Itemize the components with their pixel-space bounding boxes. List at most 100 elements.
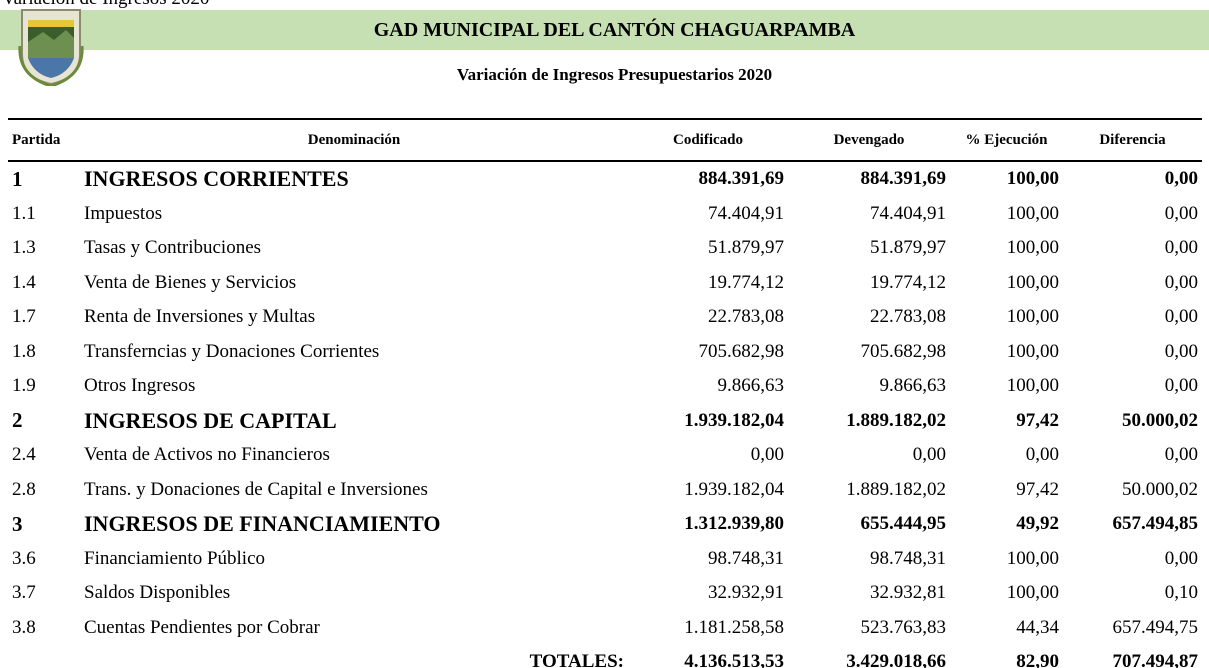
table-row: 1.3 Tasas y Contribuciones 51.879,97 51.879… [8,231,1202,266]
subtitle: Variación de Ingresos Presupuestarios 20… [456,65,773,84]
table-cell: Renta de Inversiones y Multas [84,306,316,328]
table-cell: 1.4 [12,271,36,293]
table-cell: 1.312.939,80 [684,513,784,535]
table-body: 1 INGRESOS CORRIENTES 884.391,69 884.391,69… [8,161,1202,668]
table-cell: Tasas y Contribuciones [84,237,262,259]
table-cell: Financiamiento Público [84,547,266,569]
totals-row: TOTALES: 4.136.513,53 3.429.018,66 82,90 707… [8,645,1202,668]
totals-cell: 82,90 [1016,651,1059,668]
table-cell: 100,00 [1006,306,1059,328]
table-cell: 1.7 [12,306,36,328]
table-row: 3.8 Cuentas Pendientes por Cobrar 1.181.25… [8,611,1202,646]
table-cell: 1.889.182,02 [846,409,946,431]
totals-cell: 4.136.513,53 [684,651,784,668]
table-cell: 0,00 [912,444,946,466]
table-cell: 1.3 [12,237,36,259]
table-cell: 100,00 [1006,202,1059,224]
table-row: 3 INGRESOS DE FINANCIAMIENTO 1.312.939,80 6… [8,507,1202,542]
table-cell: 98.748,31 [870,547,946,569]
table-cell: 1 [12,166,23,191]
table-cell: Venta de Activos no Financieros [84,444,330,466]
title: GAD MUNICIPAL DEL CANTÓN CHAGUARPAMBA [373,19,856,41]
table-cell: 705.682,98 [860,340,947,362]
table-cell: 50.000,02 [1122,478,1198,500]
totals-cell: TOTALES: [529,651,624,668]
totals-cell: 3.429.018,66 [846,651,946,668]
table-cell: 884.391,69 [698,168,785,190]
column-header: Devengado [788,118,950,162]
table-cell: 97,42 [1016,409,1059,431]
table-cell: 22.783,08 [708,306,784,328]
table-cell: Otros Ingresos [84,375,196,397]
table-cell: 0,00 [1164,375,1198,397]
table-cell: 0,00 [1164,340,1198,362]
table-cell: 100,00 [1006,271,1059,293]
table-cell: 32.932,91 [708,582,784,604]
table-cell: 100,00 [1006,375,1059,397]
table-cell: 1.9 [12,375,36,397]
table-cell: 3.8 [12,616,36,638]
table-cell: 3 [12,511,23,536]
table-cell: 97,42 [1016,478,1059,500]
table-cell: Venta de Bienes y Servicios [84,271,297,293]
table-cell: Cuentas Pendientes por Cobrar [84,616,320,638]
table-cell: 1.939.182,04 [684,409,784,431]
table-cell: 100,00 [1006,168,1059,190]
table-cell: 100,00 [1006,582,1059,604]
table-cell: 19.774,12 [870,271,946,293]
table-cell: 19.774,12 [708,271,784,293]
table-row: 2 INGRESOS DE CAPITAL 1.939.182,04 1.889.18… [8,404,1202,439]
table-cell: 2 [12,408,23,433]
table-cell: 100,00 [1006,547,1059,569]
table-cell: 9.866,63 [879,375,947,397]
table-cell: 22.783,08 [870,306,946,328]
table-cell: INGRESOS DE FINANCIAMIENTO [84,511,441,537]
table-cell: 3.7 [12,582,36,604]
table-cell: 2.4 [12,444,36,466]
table-row: 1.9 Otros Ingresos 9.866,63 9.866,63 100,00 0… [8,369,1202,404]
table-cell: Trans. y Donaciones de Capital e Inversi… [84,478,428,500]
table-row: 1.8 Transferncias y Donaciones Corrientes… [8,335,1202,370]
table-cell: INGRESOS CORRIENTES [84,166,349,192]
table-cell: 74.404,91 [870,202,946,224]
table-row: 3.7 Saldos Disponibles 32.932,91 32.932,81 1… [8,576,1202,611]
table-cell: 0,00 [1164,547,1198,569]
table-cell: 0,10 [1164,582,1198,604]
column-header: Codificado [628,118,788,162]
column-header: % Ejecución [950,118,1063,162]
table-cell: 50.000,02 [1122,409,1198,431]
table-cell: 657.494,85 [1112,513,1199,535]
table-cell: 657.494,75 [1112,616,1199,638]
table-row: 1.1 Impuestos 74.404,91 74.404,91 100,00 0,00 [8,197,1202,232]
table-cell: 44,34 [1016,616,1059,638]
table-row: 1.7 Renta de Inversiones y Multas 22.783,0… [8,300,1202,335]
table-cell: 0,00 [1164,271,1198,293]
table-row: 1 INGRESOS CORRIENTES 884.391,69 884.391,69… [8,161,1202,197]
table-cell: 0,00 [1025,444,1059,466]
totals-cell: 707.494,87 [1112,651,1199,668]
table-cell: 655.444,95 [860,513,947,535]
table-cell: 100,00 [1006,237,1059,259]
table-cell: 0,00 [1164,168,1198,190]
table-cell: 0,00 [750,444,784,466]
table-row: 2.4 Venta de Activos no Financieros 0,00 0,… [8,438,1202,473]
table-cell: 523.763,83 [860,616,947,638]
table-cell: 705.682,98 [698,340,785,362]
table-cell: 884.391,69 [860,168,947,190]
table-cell: 0,00 [1164,306,1198,328]
header-row: Partida Denominación Codificado Devengado% … [8,118,1202,162]
header-band [0,10,1209,50]
table-cell: 0,00 [1164,202,1198,224]
table-row: 3.6 Financiamiento Público 98.748,31 98.748… [8,542,1202,577]
table-cell: 2.8 [12,478,36,500]
table-cell: 1.8 [12,340,36,362]
table-cell: INGRESOS DE CAPITAL [84,407,337,433]
table-cell: 49,92 [1016,513,1059,535]
table-cell: 51.879,97 [708,237,784,259]
table-cell: Saldos Disponibles [84,582,231,604]
table-cell: 1.889.182,02 [846,478,946,500]
column-header: Denominación [80,118,628,162]
income-table: Partida Denominación Codificado Devengado% … [8,118,1202,668]
table-cell: 0,00 [1164,444,1198,466]
table-cell: 1.939.182,04 [684,478,784,500]
